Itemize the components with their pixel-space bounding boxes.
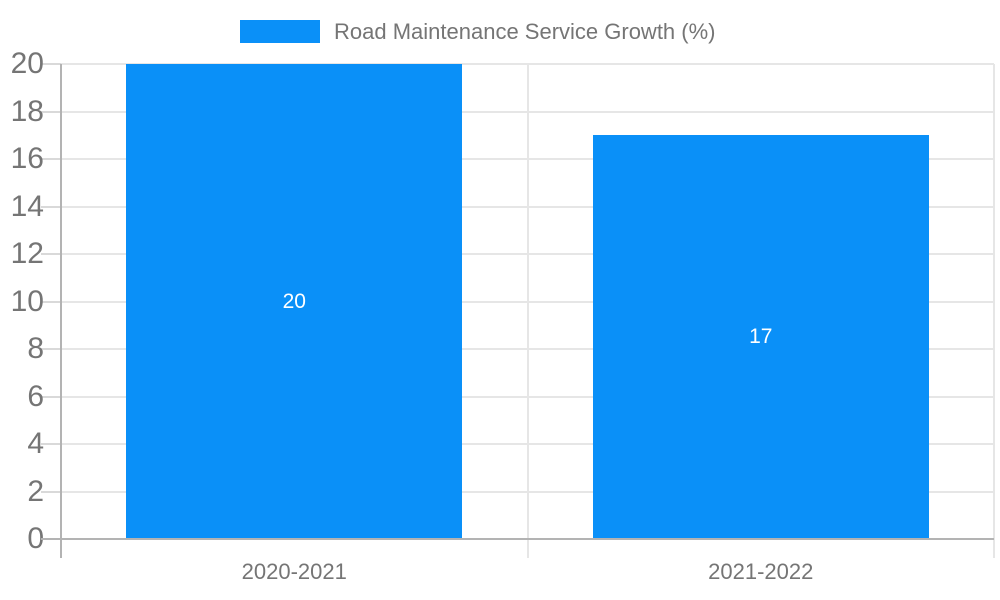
y-tick-label: 10 <box>10 284 44 318</box>
bar <box>592 135 929 539</box>
y-tick <box>41 490 61 493</box>
column-separator <box>993 64 995 558</box>
bar-value-label: 17 <box>749 325 773 349</box>
column-separator <box>526 64 529 558</box>
y-tick-label: 8 <box>27 332 44 365</box>
bar-value-label: 20 <box>282 289 306 313</box>
x-axis-line <box>41 538 994 540</box>
y-tick <box>41 205 61 208</box>
y-tick-label: 16 <box>10 142 44 175</box>
y-tick <box>41 158 61 160</box>
y-tick <box>41 348 61 350</box>
y-tick-label: 6 <box>27 379 44 413</box>
y-tick <box>41 395 61 398</box>
y-tick-label: 0 <box>27 522 44 555</box>
legend: Road Maintenance Service Growth (%) <box>240 20 716 43</box>
y-tick <box>41 300 61 303</box>
y-tick-label: 4 <box>27 427 44 460</box>
y-tick-label: 12 <box>10 237 44 270</box>
legend-swatch <box>240 20 320 43</box>
y-tick-label: 2 <box>27 474 44 508</box>
x-tick-label: 2020-2021 <box>241 559 347 584</box>
y-tick-label: 20 <box>10 47 44 80</box>
bar <box>126 64 463 539</box>
legend-title: Road Maintenance Service Growth (%) <box>334 19 716 44</box>
y-tick <box>41 63 61 65</box>
y-tick <box>41 253 61 255</box>
y-axis-line <box>60 64 62 558</box>
x-tick-label: 2021-2022 <box>708 559 814 584</box>
y-tick <box>41 110 61 113</box>
y-tick-label: 14 <box>10 189 44 223</box>
y-tick-label: 18 <box>10 94 44 128</box>
y-tick <box>41 443 61 445</box>
